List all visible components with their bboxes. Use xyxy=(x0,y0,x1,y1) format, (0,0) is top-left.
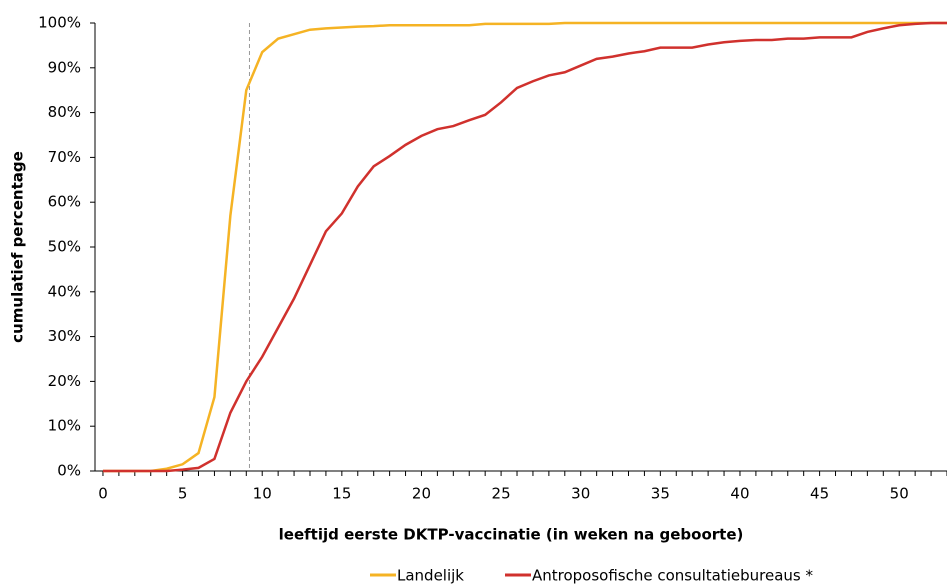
x-tick-label: 10 xyxy=(253,485,272,503)
series-line xyxy=(102,21,947,473)
x-axis-label: leeftijd eerste DKTP-vaccinatie (in weke… xyxy=(279,526,744,544)
y-tick-label: 70% xyxy=(48,148,81,166)
x-tick-label: 45 xyxy=(810,485,829,503)
series-line xyxy=(102,21,947,473)
x-tick-label: 30 xyxy=(571,485,590,503)
x-tick-label: 5 xyxy=(178,485,188,503)
y-tick-label: 20% xyxy=(48,372,81,390)
legend-label: Landelijk xyxy=(397,567,464,585)
y-tick-label: 100% xyxy=(38,14,81,32)
y-axis-label: cumulatief percentage xyxy=(9,151,27,343)
x-tick-label: 40 xyxy=(730,485,749,503)
x-tick-label: 35 xyxy=(651,485,670,503)
y-tick-label: 0% xyxy=(57,462,81,480)
y-tick-label: 60% xyxy=(48,193,81,211)
x-tick-label: 15 xyxy=(332,485,351,503)
x-tick-label: 50 xyxy=(890,485,909,503)
x-tick-label: 20 xyxy=(412,485,431,503)
y-tick-label: 90% xyxy=(48,58,81,76)
legend-label: Antroposofische consultatiebureaus * xyxy=(532,567,814,585)
y-tick-label: 50% xyxy=(48,238,81,256)
x-tick-label: 0 xyxy=(98,485,108,503)
x-tick-label: 25 xyxy=(492,485,511,503)
y-tick-label: 40% xyxy=(48,282,81,300)
y-tick-label: 80% xyxy=(48,103,81,121)
y-tick-label: 30% xyxy=(48,327,81,345)
y-tick-label: 10% xyxy=(48,417,81,435)
